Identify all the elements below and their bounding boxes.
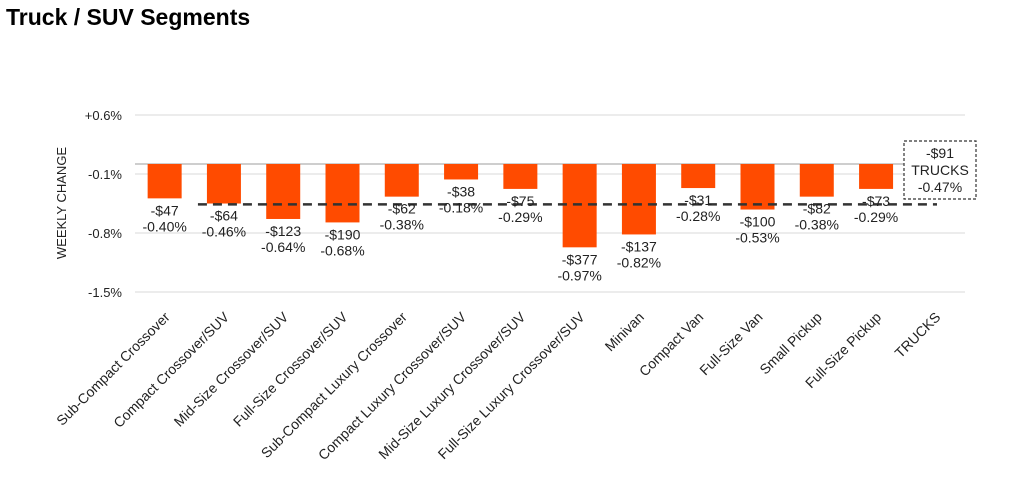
x-tick-label: Sub-Compact Crossover	[53, 309, 173, 429]
y-tick-label: -1.5%	[88, 285, 122, 300]
bar-dollar-label: -$47	[151, 202, 179, 218]
bar-percent-label: -0.38%	[795, 217, 839, 233]
bar-percent-label: -0.68%	[320, 242, 364, 258]
bar-percent-label: -0.46%	[202, 224, 246, 240]
x-tick-label: Full-Size Crossover/SUV	[230, 308, 351, 429]
bar-dollar-label: -$62	[388, 201, 416, 217]
x-tick-label: Full-Size Van	[696, 309, 765, 378]
bar-dollar-label: -$137	[621, 238, 657, 254]
x-tick-label: Mid-Size Crossover/SUV	[171, 308, 292, 429]
y-axis-label: WEEKLY CHANGE	[54, 147, 69, 260]
x-tick-label: Compact Van	[636, 309, 707, 380]
bar	[859, 164, 894, 189]
bar	[266, 164, 301, 219]
bars	[147, 164, 894, 248]
bar-dollar-label: -$100	[740, 214, 776, 230]
y-tick-label: -0.8%	[88, 226, 122, 241]
bar-dollar-label: -$31	[684, 192, 712, 208]
bar-percent-label: -0.38%	[380, 217, 424, 233]
bar-percent-label: -0.82%	[617, 254, 661, 270]
bar	[444, 164, 479, 180]
x-tick-label: Compact Crossover/SUV	[110, 308, 232, 430]
bar-percent-label: -0.40%	[142, 218, 186, 234]
x-tick-label: TRUCKS	[891, 309, 943, 361]
bar	[384, 164, 419, 197]
average-box-text: TRUCKS	[911, 162, 969, 178]
bar	[147, 164, 182, 199]
bar-percent-label: -0.18%	[439, 199, 483, 215]
bar	[681, 164, 716, 189]
bar	[799, 164, 834, 197]
bar-dollar-label: -$82	[803, 201, 831, 217]
y-tick-label: +0.6%	[85, 108, 123, 123]
bar-percent-label: -0.29%	[498, 209, 542, 225]
bar	[621, 164, 656, 235]
bar-percent-label: -0.29%	[854, 209, 898, 225]
bar-percent-label: -0.97%	[557, 267, 601, 283]
y-tick-label: -0.1%	[88, 167, 122, 182]
page-title: Truck / SUV Segments	[6, 4, 251, 30]
bar	[325, 164, 360, 223]
bar	[206, 164, 241, 204]
bar-dollar-label: -$73	[862, 193, 890, 209]
bar-percent-label: -0.53%	[735, 230, 779, 246]
bar-dollar-label: -$64	[210, 208, 238, 224]
average-box-border	[903, 140, 977, 200]
bar	[503, 164, 538, 189]
bar-dollar-label: -$75	[506, 193, 534, 209]
bar-dollar-label: -$190	[325, 226, 361, 242]
bar	[562, 164, 597, 248]
x-tick-label: Minivan	[602, 309, 647, 354]
bar-dollar-label: -$38	[447, 183, 475, 199]
bar-dollar-label: -$123	[265, 223, 301, 239]
bar	[740, 164, 775, 210]
average-box-text: -$91	[926, 145, 954, 161]
y-axis-ticks: +0.6% -0.1% -0.8% -1.5%	[85, 108, 123, 300]
bar-percent-label: -0.64%	[261, 239, 305, 255]
data-labels: -$47-0.40% -$64-0.46% -$123-0.64% -$190-0.6…	[142, 183, 898, 283]
bar-dollar-label: -$377	[562, 251, 598, 267]
bar-percent-label: -0.28%	[676, 208, 720, 224]
average-box-text: -0.47%	[918, 179, 962, 195]
